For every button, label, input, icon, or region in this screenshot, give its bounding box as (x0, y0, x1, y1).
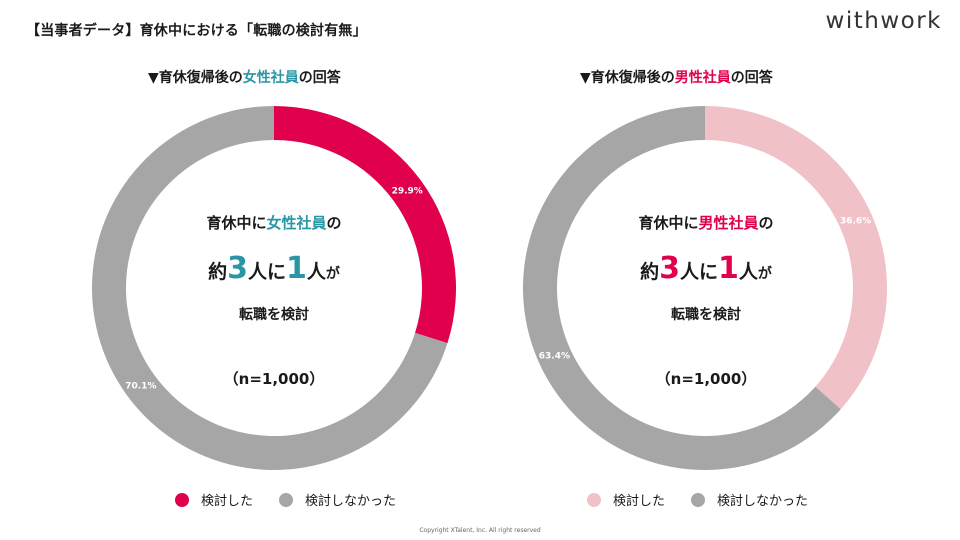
legend-dot-not-considered (279, 492, 294, 507)
legend-item-considered: 検討した (587, 490, 665, 509)
center-ratio: 約3人に1人が (114, 252, 434, 286)
ratio-num-1: 3 (227, 251, 248, 286)
donut-slice-not-considered (523, 106, 841, 471)
legend-item-not-considered: 検討しなかった (691, 490, 808, 509)
male-legend: 検討した 検討しなかった (587, 490, 834, 509)
donut-data-label: 70.1% (125, 381, 156, 391)
ratio-post-1: 人 (306, 261, 326, 283)
ratio-num-1: 3 (659, 251, 680, 286)
heading-suffix: の回答 (298, 70, 341, 86)
heading-prefix: ▼育休復帰後の (148, 70, 243, 86)
center-sample-size: （n=1,000） (223, 370, 325, 388)
ratio-num-2: 1 (286, 251, 307, 286)
center-action: 転職を検討 (239, 307, 309, 323)
legend-label-considered: 検討した (613, 494, 666, 509)
ratio-post-2: が (757, 266, 772, 282)
female-center-text: 育休中に女性社員の 約3人に1人が 転職を検討 （n=1,000） (114, 212, 434, 390)
withwork-logo: withwork (825, 8, 942, 34)
ratio-post-1: 人 (738, 261, 758, 283)
center-line-1: 育休中に女性社員の (114, 212, 434, 234)
ratio-pre: 約 (640, 261, 660, 283)
center-suffix: の (326, 214, 342, 232)
heading-highlight: 男性社員 (674, 70, 731, 86)
ratio-post-2: が (325, 266, 340, 282)
page-title: 【当事者データ】育休中における「転職の検討有無」 (26, 23, 367, 39)
female-donut-chart: 29.9% 70.1% (91, 106, 456, 470)
legend-dot-considered (175, 492, 189, 507)
legend-dot-not-considered (691, 492, 706, 507)
legend-item-considered: 検討した (175, 490, 253, 509)
legend-item-not-considered: 検討しなかった (279, 490, 396, 509)
donut-data-label: 29.9% (392, 187, 423, 197)
donut-slice-considered (705, 106, 887, 410)
heading-prefix: ▼育休復帰後の (580, 70, 675, 86)
donut-slice-considered (274, 106, 456, 344)
center-ratio: 約3人に1人が (546, 252, 866, 286)
donut-data-label: 63.4% (539, 351, 570, 361)
center-suffix: の (758, 214, 774, 232)
ratio-mid: 人に (679, 261, 718, 283)
female-panel-heading: ▼育休復帰後の女性社員の回答 (148, 67, 341, 87)
male-panel-heading: ▼育休復帰後の男性社員の回答 (580, 67, 773, 87)
heading-suffix: の回答 (730, 70, 773, 86)
legend-label-not-considered: 検討しなかった (305, 494, 397, 509)
legend-label-considered: 検討した (201, 494, 254, 509)
donut-data-label: 36.6% (840, 217, 871, 227)
legend-label-not-considered: 検討しなかった (717, 494, 809, 509)
ratio-pre: 約 (208, 261, 228, 283)
male-donut-chart: 36.6% 63.4% (523, 106, 887, 471)
center-line-1: 育休中に男性社員の (546, 212, 866, 234)
male-center-text: 育休中に男性社員の 約3人に1人が 転職を検討 （n=1,000） (546, 212, 866, 390)
center-prefix: 育休中に (206, 214, 267, 232)
copyright-text: Copyright XTalent, Inc. All right reserv… (419, 527, 541, 534)
heading-highlight: 女性社員 (242, 70, 299, 86)
center-action: 転職を検討 (671, 307, 741, 323)
center-prefix: 育休中に (638, 214, 699, 232)
female-legend: 検討した 検討しなかった (175, 490, 422, 509)
center-highlight: 男性社員 (698, 214, 759, 232)
center-highlight: 女性社員 (266, 214, 327, 232)
center-sample-size: （n=1,000） (655, 370, 757, 388)
legend-dot-considered (587, 492, 601, 507)
ratio-mid: 人に (247, 261, 286, 283)
ratio-num-2: 1 (718, 251, 739, 286)
